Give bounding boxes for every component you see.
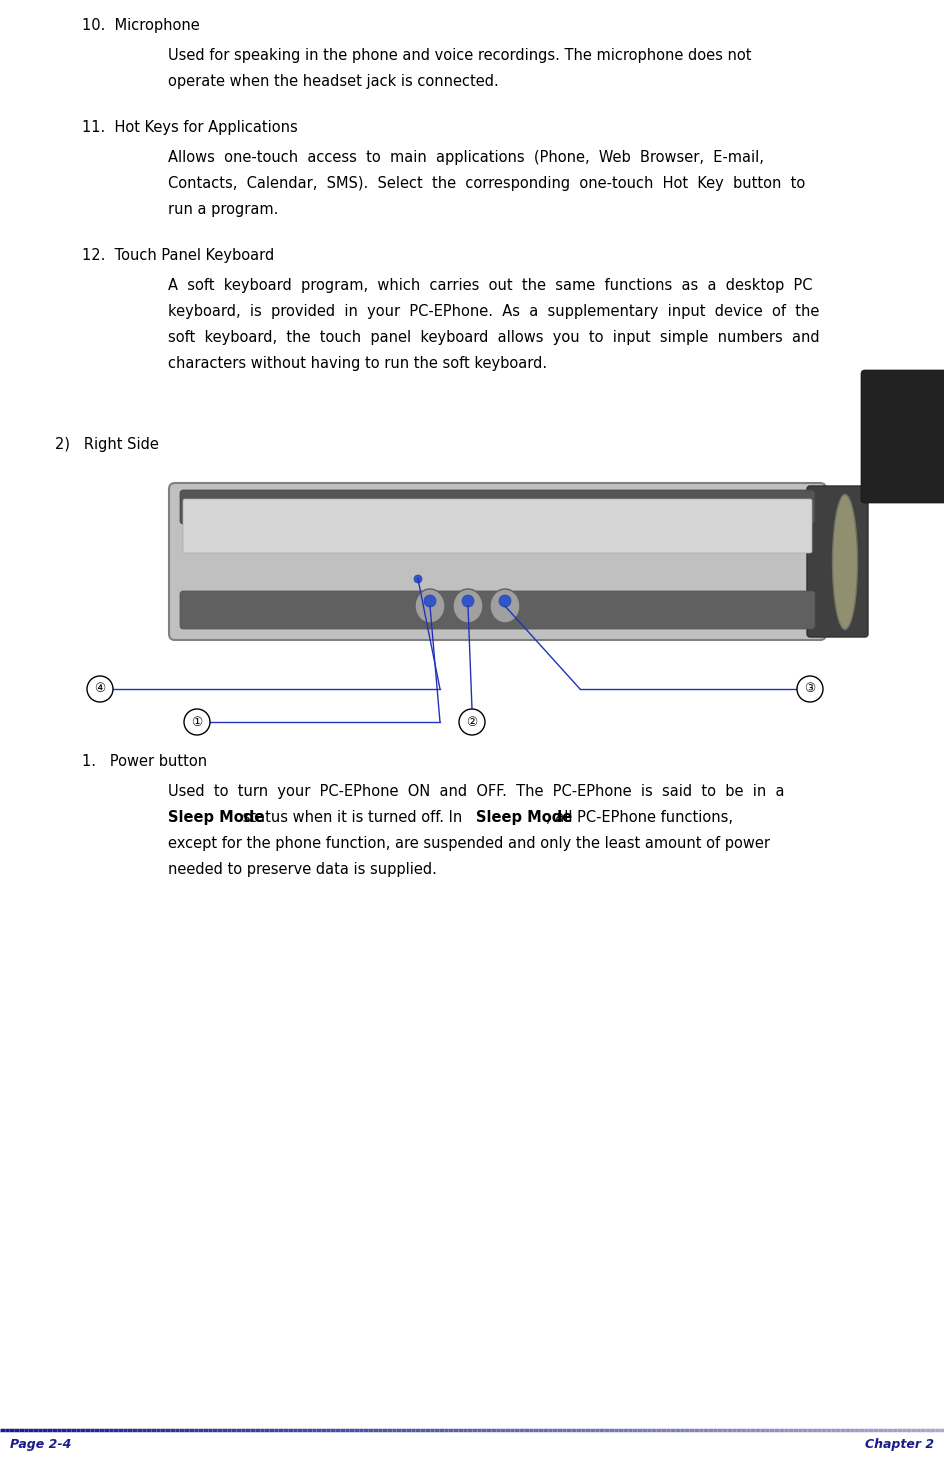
Text: Contacts,  Calendar,  SMS).  Select  the  corresponding  one-touch  Hot  Key  bu: Contacts, Calendar, SMS). Select the cor… <box>168 177 805 191</box>
FancyBboxPatch shape <box>861 371 944 503</box>
Text: Chapter 2: Chapter 2 <box>865 1439 934 1452</box>
Ellipse shape <box>415 589 445 623</box>
Text: Sleep Mode: Sleep Mode <box>168 810 264 824</box>
Ellipse shape <box>453 589 483 623</box>
Circle shape <box>499 595 511 607</box>
Text: ④: ④ <box>94 683 106 696</box>
Circle shape <box>797 676 823 702</box>
Circle shape <box>424 595 436 607</box>
Text: status when it is turned off. In: status when it is turned off. In <box>238 810 467 824</box>
Text: A  soft  keyboard  program,  which  carries  out  the  same  functions  as  a  d: A soft keyboard program, which carries o… <box>168 279 813 293</box>
Text: Used for speaking in the phone and voice recordings. The microphone does not: Used for speaking in the phone and voice… <box>168 48 751 63</box>
Circle shape <box>184 709 210 735</box>
Text: soft  keyboard,  the  touch  panel  keyboard  allows  you  to  input  simple  nu: soft keyboard, the touch panel keyboard … <box>168 330 819 344</box>
Text: Page 2-4: Page 2-4 <box>10 1439 72 1452</box>
Text: , all PC-EPhone functions,: , all PC-EPhone functions, <box>546 810 733 824</box>
Circle shape <box>87 676 113 702</box>
Text: ③: ③ <box>804 683 816 696</box>
Text: ①: ① <box>192 715 203 728</box>
Circle shape <box>462 595 474 607</box>
Text: Used  to  turn  your  PC-EPhone  ON  and  OFF.  The  PC-EPhone  is  said  to  be: Used to turn your PC-EPhone ON and OFF. … <box>168 783 784 800</box>
Text: 10.  Microphone: 10. Microphone <box>82 18 200 34</box>
FancyBboxPatch shape <box>180 490 815 524</box>
FancyBboxPatch shape <box>807 486 868 638</box>
Text: keyboard,  is  provided  in  your  PC-EPhone.  As  a  supplementary  input  devi: keyboard, is provided in your PC-EPhone.… <box>168 303 819 320</box>
Circle shape <box>414 575 422 584</box>
Text: except for the phone function, are suspended and only the least amount of power: except for the phone function, are suspe… <box>168 836 770 851</box>
FancyBboxPatch shape <box>180 591 815 629</box>
Ellipse shape <box>490 589 520 623</box>
Text: characters without having to run the soft keyboard.: characters without having to run the sof… <box>168 356 548 371</box>
FancyBboxPatch shape <box>183 499 812 553</box>
Text: operate when the headset jack is connected.: operate when the headset jack is connect… <box>168 74 498 89</box>
Text: 1.   Power button: 1. Power button <box>82 754 208 769</box>
Circle shape <box>459 709 485 735</box>
Text: 2)   Right Side: 2) Right Side <box>55 438 159 452</box>
Text: ②: ② <box>466 715 478 728</box>
Text: Allows  one-touch  access  to  main  applications  (Phone,  Web  Browser,  E-mai: Allows one-touch access to main applicat… <box>168 150 764 165</box>
Ellipse shape <box>833 495 857 629</box>
Text: needed to preserve data is supplied.: needed to preserve data is supplied. <box>168 862 437 877</box>
Text: 12.  Touch Panel Keyboard: 12. Touch Panel Keyboard <box>82 248 275 263</box>
Text: 11.  Hot Keys for Applications: 11. Hot Keys for Applications <box>82 120 298 136</box>
Text: run a program.: run a program. <box>168 201 278 217</box>
Text: Sleep Mode: Sleep Mode <box>476 810 572 824</box>
FancyBboxPatch shape <box>169 483 826 641</box>
